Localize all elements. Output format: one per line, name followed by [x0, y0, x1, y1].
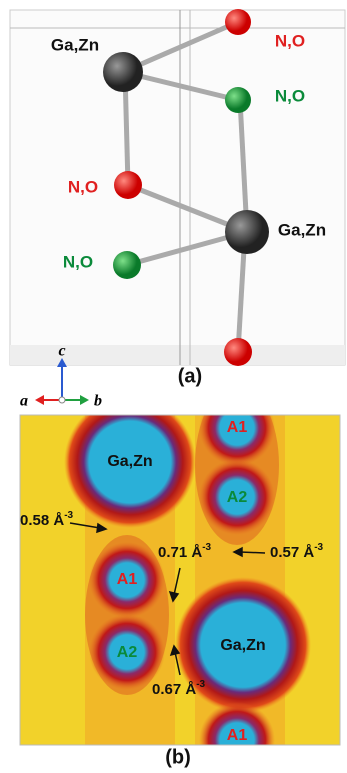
atom: [224, 338, 252, 366]
site-label: A1: [117, 571, 138, 588]
cell-frame: [10, 10, 345, 365]
atom: [225, 9, 251, 35]
atom-label: N,O: [63, 252, 93, 271]
caption: (b): [165, 746, 191, 768]
atom: [103, 52, 143, 92]
page: Ga,Zn N,O N,O N,O Ga,Zn N,O (a) c a b Ga…: [0, 0, 347, 773]
atom-label: Ga,Zn: [278, 220, 326, 239]
figure: Ga,Zn N,O N,O N,O Ga,Zn N,O (a) c a b Ga…: [0, 0, 347, 773]
atom-label: N,O: [275, 86, 305, 105]
axis-label: b: [94, 393, 102, 410]
panel-a: Ga,Zn N,O N,O N,O Ga,Zn N,O (a) c a b: [10, 9, 345, 410]
panel-b: Ga,Zn A1 A2 A1 A2 Ga,Zn A1 0.58 Å-3 0.71…: [20, 385, 340, 773]
caption: (a): [178, 365, 202, 387]
site-label: A1: [227, 727, 248, 744]
site-label: Ga,Zn: [107, 453, 152, 470]
atom: [113, 251, 141, 279]
atom: [114, 171, 142, 199]
axis-label: a: [20, 393, 28, 410]
atom-label: N,O: [68, 177, 98, 196]
axis-label: c: [58, 343, 65, 360]
site-label: A2: [117, 644, 138, 661]
site-label: Ga,Zn: [220, 637, 265, 654]
site-label: A1: [227, 419, 248, 436]
site-label: A2: [227, 489, 248, 506]
atom-label: Ga,Zn: [51, 35, 99, 54]
atom: [225, 87, 251, 113]
atom-label: N,O: [275, 31, 305, 50]
atom: [225, 210, 269, 254]
